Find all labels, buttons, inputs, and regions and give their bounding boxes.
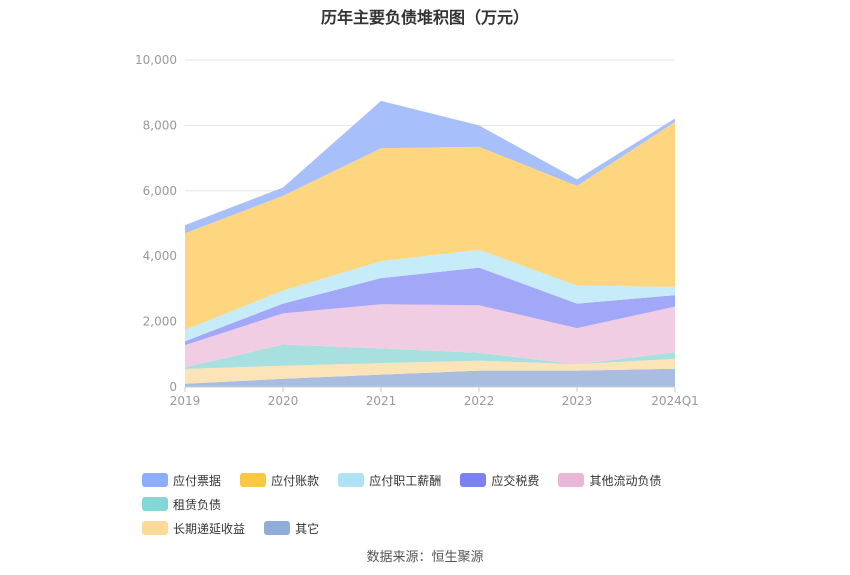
data-source: 数据来源：恒生聚源 [366,550,484,565]
y-tick-label: 0 [169,380,177,394]
y-tick-label: 8,000 [143,118,177,132]
legend-swatch [240,473,267,487]
legend-item-taxes-payable[interactable]: 应交税费 [460,472,539,488]
area-series [185,358,675,384]
x-tick-label: 2021 [366,394,397,408]
area-series [185,249,675,342]
legend-label: 其他流动负债 [589,473,662,488]
legend-label: 应付职工薪酬 [369,473,442,488]
legend-label: 应付账款 [271,473,320,488]
legend-swatch [142,473,168,487]
area-series [185,267,675,346]
legend-swatch [338,473,365,487]
legend-swatch [142,521,168,535]
area-series [185,304,675,368]
area-series [185,344,675,369]
y-tick-label: 10,000 [135,53,177,67]
legend-item-notes-payable[interactable]: 应付票据 [142,472,221,488]
legend-label: 应付票据 [173,473,222,488]
area-series [185,121,675,330]
x-tick-label: 2020 [268,394,299,408]
chart-legend: 应付票据 应付账款 应付职工薪酬 应交税费 其他流动负债 租赁负债 长期递延收益… [142,472,742,544]
area-series [185,100,675,234]
y-tick-label: 4,000 [143,249,177,263]
legend-item-other-current-liabilities[interactable]: 其他流动负债 [558,472,661,488]
y-tick-label: 6,000 [143,184,177,198]
area-series [185,368,675,387]
legend-label: 其它 [295,521,320,536]
legend-item-lease-liabilities[interactable]: 租赁负债 [142,496,221,512]
legend-swatch [264,521,291,535]
legend-label: 租赁负债 [173,497,222,512]
legend-item-other[interactable]: 其它 [264,520,319,536]
x-tick-label: 2019 [170,394,201,408]
x-tick-label: 2022 [464,394,495,408]
legend-swatch [558,473,585,487]
y-tick-label: 2,000 [143,315,177,329]
x-tick-label: 2023 [562,394,593,408]
legend-item-deferred-income[interactable]: 长期递延收益 [142,520,245,536]
legend-label: 应交税费 [491,473,540,488]
chart-title: 历年主要负债堆积图（万元） [320,8,529,27]
x-tick-label: 2024Q1 [651,394,699,408]
legend-swatch [460,473,487,487]
legend-item-accounts-payable[interactable]: 应付账款 [240,472,319,488]
stacked-area-chart: 0 2,000 4,000 6,000 8,000 10,000 2019 2020 2021 2… [135,53,699,408]
legend-item-payroll-payable[interactable]: 应付职工薪酬 [338,472,441,488]
legend-label: 长期递延收益 [173,521,246,536]
legend-swatch [142,497,168,511]
